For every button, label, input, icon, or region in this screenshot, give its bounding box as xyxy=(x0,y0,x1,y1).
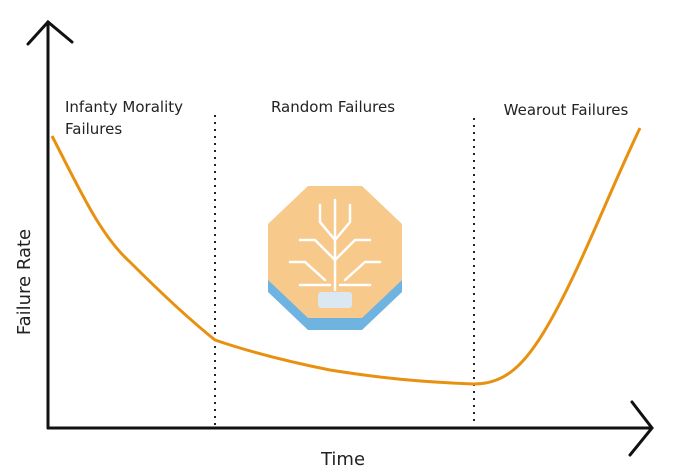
region-label: Failures xyxy=(65,120,122,138)
region-label: Infanty Morality xyxy=(65,98,183,116)
logo xyxy=(268,186,402,330)
axes xyxy=(26,19,654,457)
y-arrow xyxy=(26,19,74,46)
x-arrow xyxy=(628,400,654,457)
x-axis-label: Time xyxy=(320,449,365,470)
failure-curve xyxy=(50,127,642,386)
y-axis-label: Failure Rate xyxy=(14,229,35,335)
region-label: Wearout Failures xyxy=(504,101,629,119)
region-label: Random Failures xyxy=(271,98,395,116)
